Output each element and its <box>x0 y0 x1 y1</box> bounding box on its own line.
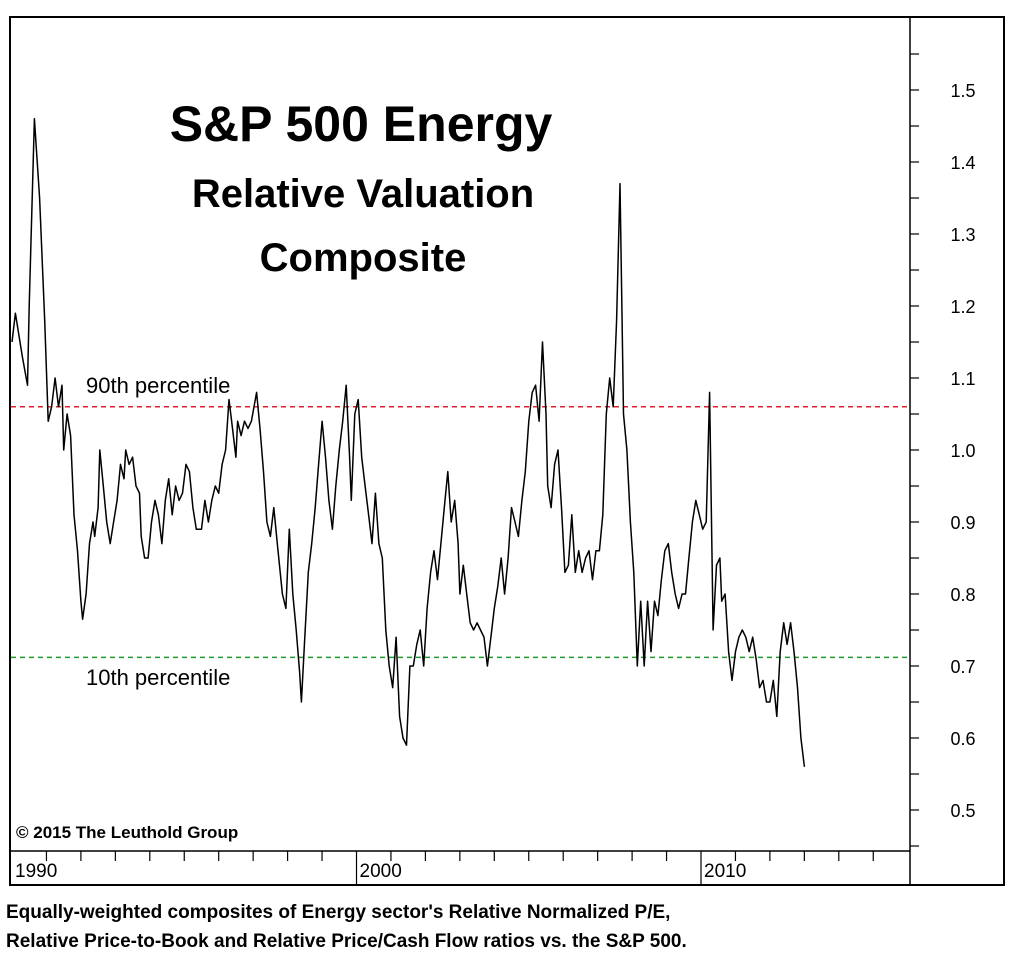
chart-frame: 1990 2000 2010 1.5 1.4 1.3 1.2 1.1 1.0 0.9 0.8 0.7… <box>9 16 1005 886</box>
chart-subtitle-line-2: Composite <box>260 236 467 280</box>
y-tick-label: 0.9 <box>950 513 975 533</box>
x-tick-label: 1990 <box>15 861 57 882</box>
y-tick-label: 1.0 <box>950 441 975 461</box>
copyright-text: © 2015 The Leuthold Group <box>16 823 238 842</box>
y-tick-label: 0.6 <box>950 729 975 749</box>
y-tick-label: 0.7 <box>950 657 975 677</box>
x-axis-ticks <box>45 851 874 885</box>
caption-line-1: Equally-weighted composites of Energy se… <box>6 902 671 923</box>
y-tick-label: 1.4 <box>950 153 975 173</box>
series-line <box>11 118 806 767</box>
x-axis-tick-labels: 1990 2000 2010 <box>15 861 746 882</box>
outer-border <box>9 16 1005 886</box>
y-tick-label: 0.5 <box>950 801 975 821</box>
10th-percentile-label: 10th percentile <box>86 665 230 690</box>
y-tick-label: 1.3 <box>950 225 975 245</box>
y-axis-tick-labels: 1.5 1.4 1.3 1.2 1.1 1.0 0.9 0.8 0.7 0.6 0.5 <box>950 81 975 821</box>
x-tick-label: 2010 <box>704 861 746 882</box>
caption-line-2: Relative Price-to-Book and Relative Pric… <box>6 931 687 952</box>
y-tick-label: 0.8 <box>950 585 975 605</box>
y-tick-label: 1.5 <box>950 81 975 101</box>
90th-percentile-label: 90th percentile <box>86 373 230 398</box>
chart-title: S&P 500 Energy <box>170 96 553 152</box>
y-axis-ticks <box>910 53 919 847</box>
x-tick-label: 2000 <box>360 861 402 882</box>
chart-subtitle-line-1: Relative Valuation <box>192 172 534 216</box>
y-tick-label: 1.2 <box>950 297 975 317</box>
chart-caption: Equally-weighted composites of Energy se… <box>6 898 1006 956</box>
y-tick-label: 1.1 <box>950 369 975 389</box>
